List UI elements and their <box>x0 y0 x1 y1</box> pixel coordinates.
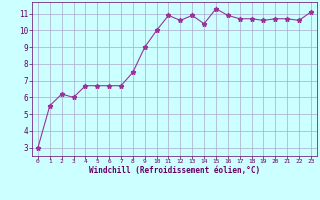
X-axis label: Windchill (Refroidissement éolien,°C): Windchill (Refroidissement éolien,°C) <box>89 166 260 175</box>
